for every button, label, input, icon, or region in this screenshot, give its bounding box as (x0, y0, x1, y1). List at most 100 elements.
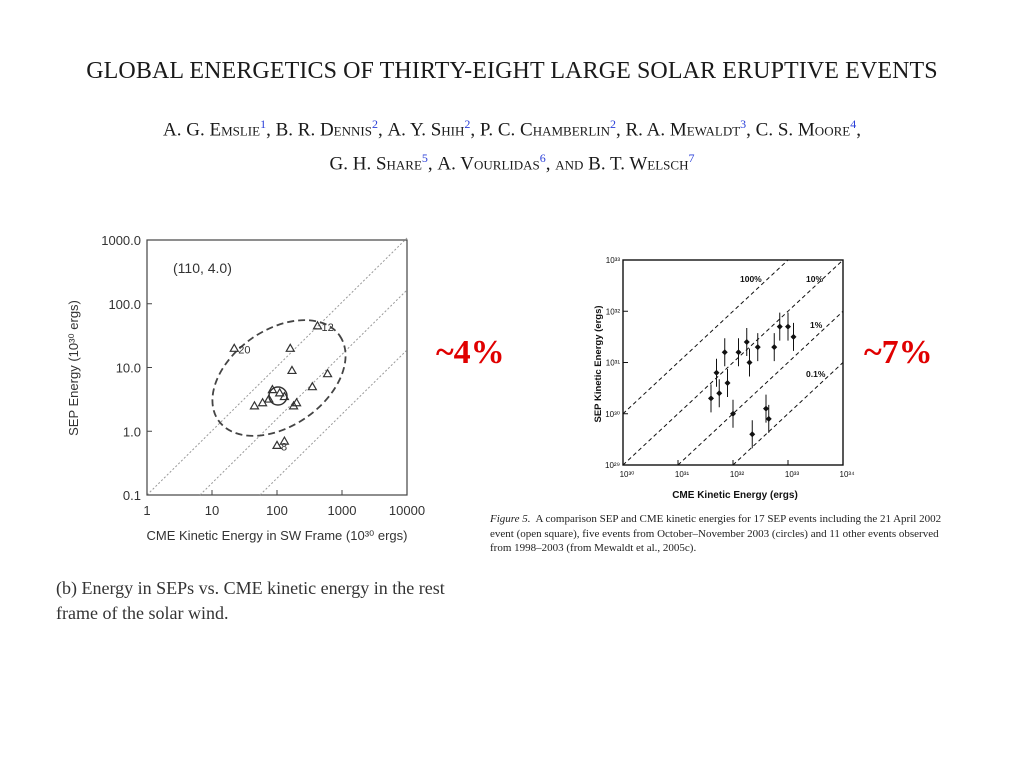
right-data-point (708, 395, 714, 402)
left-data-point (322, 368, 333, 378)
left-data-point (307, 381, 318, 391)
affiliation-link[interactable]: 4 (850, 117, 857, 131)
right-ratio-line (622, 259, 789, 415)
caption-text: A comparison SEP and CME kinetic energie… (490, 513, 942, 554)
right-x-tick-label: 10³¹ (675, 470, 690, 479)
affiliation-link[interactable]: 2 (610, 117, 616, 131)
right-chart: 100% 10% 1% 0.1% 10³⁰ 10³¹ 10³² 10³³ 10³⁴ 10³³ 10… (593, 256, 856, 501)
left-ylabel: SEP Energy (10³⁰ ergs) (66, 300, 81, 436)
left-data-point (267, 384, 278, 394)
right-ratio-line (732, 362, 844, 466)
author-name: B. R. Dennis (275, 119, 372, 141)
left-data-point (263, 393, 274, 403)
caption-label: Figure 5. (490, 513, 531, 525)
right-data-point (730, 410, 736, 417)
left-y-tick-label: 1.0 (123, 424, 141, 439)
left-data-point (312, 320, 323, 330)
author-name: A. Y. Shih (387, 119, 465, 141)
affiliation-link[interactable]: 1 (260, 117, 267, 131)
left-plot-frame (146, 239, 408, 496)
right-y-tick-label: 10³⁰ (605, 410, 620, 419)
left-y-tick-label: 10.0 (116, 361, 141, 376)
right-data-point (749, 431, 756, 438)
right-xlabel: CME Kinetic Energy (ergs) (672, 490, 798, 501)
left-x-tick-label: 10000 (389, 503, 425, 518)
right-y-tick-label: 10³¹ (606, 359, 621, 368)
left-y-tick-label: 0.1 (123, 488, 141, 503)
right-data-point (735, 349, 742, 356)
right-data-point (713, 369, 720, 376)
author-name: A. Vourlidas (437, 153, 540, 175)
left-data-point (286, 365, 298, 375)
left-ref-line-3 (259, 349, 408, 496)
left-x-tick-label: 100 (266, 503, 288, 518)
right-data-point (771, 344, 778, 351)
left-figure-caption: (b) Energy in SEPs vs. CME kinetic energ… (56, 578, 445, 623)
right-x-tick-label: 10³² (730, 470, 745, 479)
left-data-point (279, 391, 290, 401)
left-data-point (279, 435, 290, 445)
right-y-tick-label: 10²⁹ (605, 461, 620, 470)
author-name: B. T. Welsch (588, 153, 689, 175)
right-y-tick-label: 10³³ (606, 256, 621, 265)
author-name: P. C. Chamberlin (479, 119, 610, 141)
author-list: A. G. Emslie1, B. R. Dennis2, A. Y. Shih… (0, 110, 1024, 179)
paper-title: GLOBAL ENERGETICS OF THIRTY-EIGHT LARGE … (86, 58, 938, 84)
left-y-tick-label: 1000.0 (101, 233, 141, 248)
left-point-label: 20 (238, 344, 250, 356)
right-x-tick-label: 10³⁰ (620, 470, 635, 479)
right-data-point (790, 333, 797, 340)
left-plot-area: 20 12 8 (110, 4.0) (146, 237, 408, 496)
author-and-word: and (555, 153, 589, 175)
right-y-tick-label: 10³² (606, 307, 621, 316)
left-chart: 20 12 8 (110, 4.0) 1 10 100 1000 10000 1000.0 10… (66, 233, 425, 543)
left-dashed-ellipse (211, 319, 347, 437)
left-y-tick-label: 100.0 (108, 297, 141, 312)
right-x-tick-label: 10³⁴ (840, 470, 856, 479)
right-data-point (746, 359, 753, 366)
author-name: A. G. Emslie (163, 119, 261, 141)
left-x-tick-label: 1000 (328, 503, 357, 518)
right-data-point (721, 349, 728, 356)
right-data-point (743, 339, 750, 345)
right-x-tick-label: 10³³ (785, 470, 800, 479)
affiliation-link[interactable]: 3 (740, 117, 747, 131)
author-line-2: G. H. Share5, A. Vourlidas6, and B. T. W… (329, 151, 695, 175)
left-data-point (249, 400, 260, 410)
left-xlabel: CME Kinetic Energy in SW Frame (10³⁰ erg… (147, 528, 408, 543)
left-ref-line-1 (146, 237, 408, 496)
right-data-point (763, 405, 769, 412)
right-ylabel: SEP Kinetic Energy (ergs) (593, 305, 604, 422)
left-percent-annotation: ~4% (436, 334, 505, 371)
affiliation-link[interactable]: 2 (464, 117, 471, 131)
author-name: R. A. Mewaldt (625, 119, 741, 141)
right-data-point (765, 415, 772, 422)
left-data-point (291, 397, 302, 407)
right-percent-annotation: ~7% (864, 334, 933, 371)
left-data-point (271, 440, 283, 449)
right-ratio-label: 1% (810, 320, 823, 330)
left-x-tick-label: 1 (143, 503, 150, 518)
left-ref-line-2 (199, 289, 408, 496)
author-name: G. H. Share (329, 153, 422, 175)
left-point-label: 12 (322, 322, 334, 334)
affiliation-link[interactable]: 2 (371, 117, 378, 131)
right-ratio-line (677, 310, 844, 466)
author-line-1: A. G. Emslie1, B. R. Dennis2, A. Y. Shih… (163, 117, 861, 141)
right-figure-caption: Figure 5. A comparison SEP and CME kinet… (490, 512, 960, 556)
author-name: C. S. Moore (755, 119, 851, 141)
left-x-tick-label: 10 (205, 503, 219, 518)
affiliation-link[interactable]: 5 (421, 151, 428, 166)
right-ratio-line (622, 259, 844, 466)
right-data-point (716, 390, 723, 397)
left-data-point (285, 343, 296, 352)
right-data-point (785, 323, 791, 330)
left-point-label: 8 (281, 441, 287, 453)
affiliation-link[interactable]: 7 (688, 151, 695, 166)
left-annotation: (110, 4.0) (173, 260, 232, 276)
left-data-point (229, 343, 240, 352)
right-data-point (754, 344, 761, 351)
affiliation-link[interactable]: 6 (539, 151, 546, 166)
right-data-point (776, 323, 783, 330)
right-data-point (724, 380, 731, 386)
